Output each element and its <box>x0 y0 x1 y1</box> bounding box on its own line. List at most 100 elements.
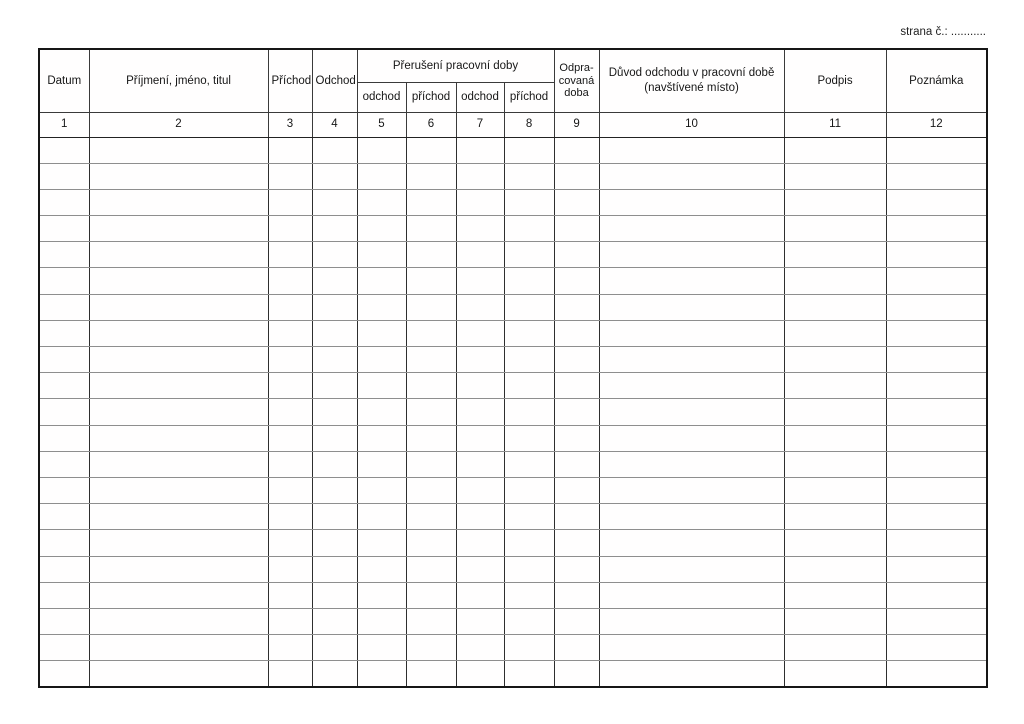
empty-cell <box>553 241 600 269</box>
empty-cell <box>88 293 269 321</box>
empty-cell <box>356 476 407 505</box>
empty-cell <box>503 607 555 636</box>
table-row <box>38 267 988 295</box>
col-number: 11 <box>783 111 887 138</box>
empty-cell <box>455 162 505 190</box>
empty-cell <box>311 660 358 688</box>
empty-cell <box>783 660 887 688</box>
empty-cell <box>38 503 90 531</box>
empty-cell <box>405 293 457 321</box>
empty-cell <box>405 162 457 190</box>
empty-cell <box>885 555 988 583</box>
empty-cell <box>503 293 555 321</box>
empty-cell <box>405 607 457 636</box>
col-header-prijmeni: Příjmení, jméno, titul <box>88 48 269 113</box>
empty-cell <box>885 607 988 636</box>
empty-cell <box>38 398 90 426</box>
empty-cell <box>311 188 358 217</box>
empty-cell <box>885 215 988 243</box>
empty-cell <box>503 660 555 688</box>
empty-cell <box>503 555 555 583</box>
empty-cell <box>503 188 555 217</box>
empty-cell <box>267 660 313 688</box>
empty-cell <box>356 345 407 374</box>
empty-cell <box>598 267 785 295</box>
empty-cell <box>455 372 505 400</box>
col-group-header-preruseni: Přerušení pracovní doby <box>356 48 555 83</box>
empty-cell <box>598 345 785 374</box>
empty-cell <box>356 660 407 688</box>
empty-cell <box>503 634 555 662</box>
empty-cell <box>405 267 457 295</box>
empty-cell <box>598 188 785 217</box>
empty-cell <box>783 424 887 452</box>
empty-cell <box>38 372 90 400</box>
empty-cell <box>885 319 988 348</box>
empty-cell <box>783 136 887 164</box>
empty-cell <box>356 267 407 295</box>
empty-cell <box>783 188 887 217</box>
table-row <box>38 372 988 400</box>
empty-cell <box>311 241 358 269</box>
empty-cell <box>356 136 407 164</box>
empty-cell <box>267 136 313 164</box>
empty-cell <box>356 215 407 243</box>
empty-cell <box>783 215 887 243</box>
empty-cell <box>267 634 313 662</box>
empty-cell <box>267 345 313 374</box>
col-number: 6 <box>405 111 457 138</box>
empty-cell <box>311 424 358 452</box>
empty-cell <box>885 398 988 426</box>
empty-cell <box>503 529 555 557</box>
empty-cell <box>88 581 269 609</box>
empty-cell <box>88 529 269 557</box>
empty-cell <box>598 215 785 243</box>
header-row-main: Datum Příjmení, jméno, titul Příchod Odc… <box>38 48 988 113</box>
page-number-label: strana č.: ........... <box>900 26 986 38</box>
empty-cell <box>553 424 600 452</box>
empty-cell <box>885 476 988 505</box>
empty-cell <box>783 319 887 348</box>
col-number: 12 <box>885 111 988 138</box>
empty-cell <box>553 450 600 478</box>
empty-cell <box>783 372 887 400</box>
empty-cell <box>455 293 505 321</box>
form-body <box>38 136 988 688</box>
empty-cell <box>885 660 988 688</box>
empty-cell <box>38 136 90 164</box>
empty-cell <box>38 293 90 321</box>
empty-cell <box>455 188 505 217</box>
table-row <box>38 215 988 243</box>
empty-cell <box>503 424 555 452</box>
empty-cell <box>455 398 505 426</box>
empty-cell <box>405 345 457 374</box>
empty-cell <box>356 607 407 636</box>
empty-cell <box>38 215 90 243</box>
empty-cell <box>267 162 313 190</box>
empty-cell <box>88 503 269 531</box>
table-row <box>38 529 988 557</box>
empty-cell <box>503 372 555 400</box>
col-header-prichod: Příchod <box>267 48 313 113</box>
col-number: 4 <box>311 111 358 138</box>
empty-cell <box>783 345 887 374</box>
empty-cell <box>88 476 269 505</box>
empty-cell <box>783 241 887 269</box>
empty-cell <box>311 581 358 609</box>
empty-cell <box>311 372 358 400</box>
col-header-datum: Datum <box>38 48 90 113</box>
empty-cell <box>553 503 600 531</box>
empty-cell <box>311 345 358 374</box>
sub-header-prichod-2: příchod <box>503 81 555 113</box>
empty-cell <box>598 450 785 478</box>
empty-cell <box>405 503 457 531</box>
empty-cell <box>598 136 785 164</box>
empty-cell <box>38 581 90 609</box>
empty-cell <box>503 136 555 164</box>
empty-cell <box>553 372 600 400</box>
empty-cell <box>598 424 785 452</box>
table-row <box>38 450 988 478</box>
empty-cell <box>885 634 988 662</box>
empty-cell <box>503 267 555 295</box>
